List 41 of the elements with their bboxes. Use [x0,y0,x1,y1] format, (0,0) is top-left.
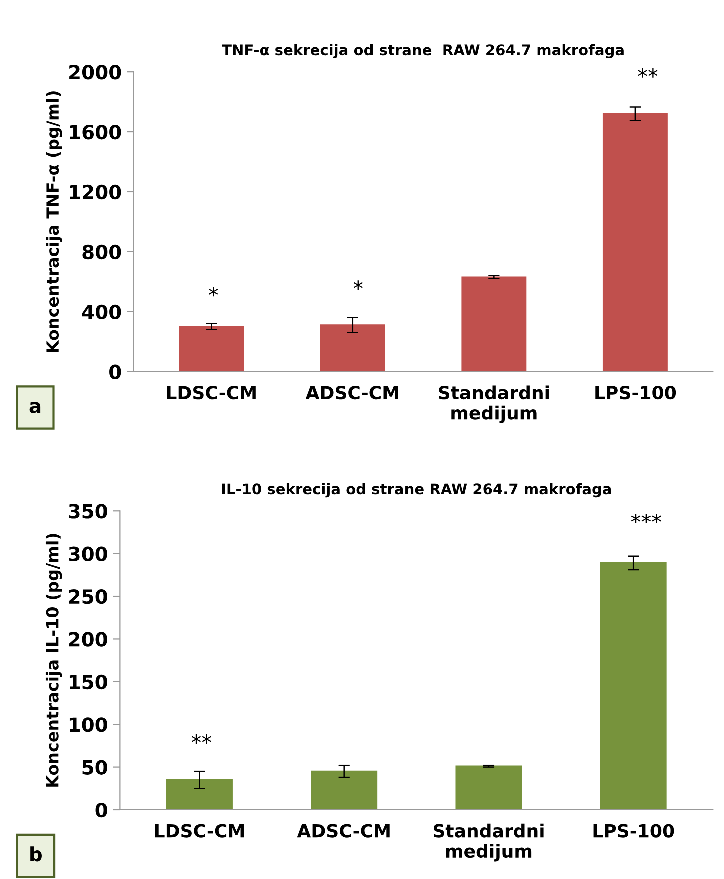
x-tick-label: LDSC-CM [167,386,256,400]
x-tick-label: ADSC-CM [306,386,398,400]
y-tick-label: 150 [70,674,108,690]
y-tick-label: 200 [69,632,108,647]
x-tick-label: ADSC-CM [297,824,390,838]
x-tick-label: LPS-100 [596,386,676,400]
annotation: ** [638,68,658,78]
y-tick-label: 100 [70,718,108,732]
y-axis-title: Koncentracija IL-10 (pg/ml) [46,534,62,787]
y-tick-label: 50 [82,760,108,775]
bar [311,770,378,810]
y-tick-label: 0 [96,802,108,818]
text: b [30,846,42,862]
x-tick-label: Standardni medijum [439,386,549,424]
x-tick-label: LPS-100 [594,824,674,838]
y-tick-label: 1200 [70,184,122,200]
y-tick-label: 350 [69,504,108,519]
bar [462,276,527,372]
bar [600,562,667,810]
y-tick-label: 400 [82,304,122,320]
annotation: * [354,280,363,290]
chart-title: IL-10 sekrecija od strane RAW 264.7 makrofaga [222,483,612,498]
bar [456,766,522,810]
annotation: ** [192,734,212,744]
bar [602,113,668,372]
bar [320,324,386,372]
bar [166,779,233,810]
y-tick-label: 1600 [70,124,122,140]
annotation: *** [631,514,662,524]
y-tick-label: 250 [69,589,108,604]
x-tick-label: Standardni medijum [434,824,544,862]
x-tick-label: LDSC-CM [155,824,244,838]
y-axis-title: Koncentracija TNF-α (pg/ml) [46,92,62,352]
bar [179,326,244,372]
y-tick-label: 800 [82,244,122,260]
y-tick-label: 300 [69,546,108,562]
chart-title: TNF-α sekrecija od strane RAW 264.7 makrofaga [222,44,624,59]
text: a [30,402,41,414]
annotation: * [208,287,218,297]
y-tick-label: 2000 [70,65,122,80]
y-tick-label: 0 [110,364,122,380]
